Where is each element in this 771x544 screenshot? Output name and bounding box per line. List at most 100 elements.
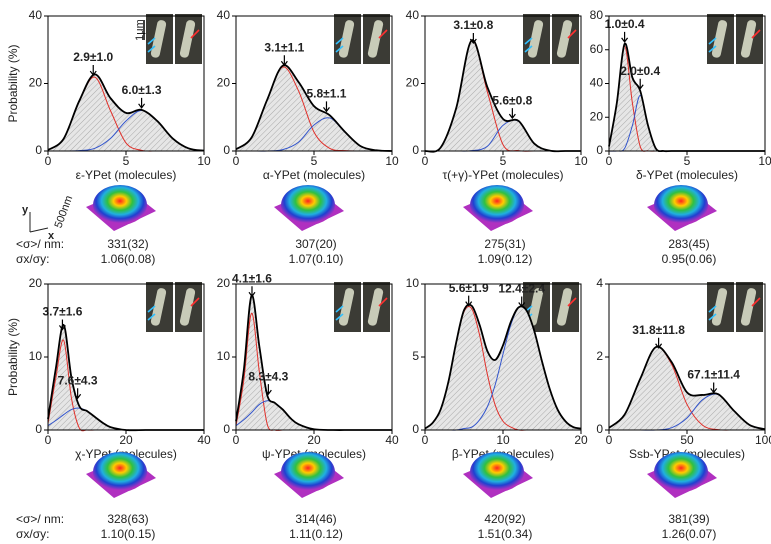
figure: 500nm y x 2.9±1.06.0±1.3020400510ε-YPet … (0, 0, 771, 544)
surface-axes (30, 212, 48, 232)
histogram-area (236, 65, 392, 151)
ratio-value: 1.51(0.34) (478, 527, 533, 541)
inset-image (334, 14, 390, 64)
peak-label: 2.0±0.4 (620, 64, 660, 78)
ratio-value: 1.10(0.15) (101, 527, 156, 541)
inset-image (146, 14, 202, 64)
surface-peak (281, 185, 335, 225)
x-tick-label: 20 (307, 433, 321, 447)
y-axis-label: Probability (%) (6, 44, 20, 122)
y-tick-label: 40 (217, 8, 231, 22)
peak-label: 8.3±4.3 (248, 369, 288, 383)
y-tick-label: 20 (29, 76, 43, 90)
x-axis-label: τ(+γ)-YPet (molecules) (442, 168, 563, 182)
y-tick-label: 60 (590, 42, 604, 56)
peak-arrow (622, 32, 628, 42)
ratio-label: σx/σy: (16, 252, 49, 266)
peak-arrow (139, 98, 145, 108)
surface-axis-y: y (22, 204, 29, 216)
peak-label: 67.1±11.4 (687, 368, 740, 382)
x-tick-label: 0 (45, 154, 52, 168)
peak-arrow (249, 286, 255, 296)
x-tick-label: 5 (311, 154, 318, 168)
x-tick-label: 10 (574, 154, 588, 168)
y-tick-label: 0 (223, 143, 230, 157)
peak-label: 6.0±1.3 (122, 83, 162, 97)
y-tick-label: 40 (590, 76, 604, 90)
x-tick-label: 10 (385, 154, 399, 168)
y-tick-label: 40 (406, 8, 420, 22)
psf-surface (647, 185, 717, 231)
y-tick-label: 0 (596, 422, 603, 436)
ratio-value: 1.26(0.07) (662, 527, 717, 541)
x-tick-label: 5 (684, 154, 691, 168)
x-tick-label: 40 (197, 433, 211, 447)
peak-label: 2.9±1.0 (73, 50, 113, 64)
sigma-label: <σ>/ nm: (16, 237, 64, 251)
ratio-value: 1.07(0.10) (289, 252, 344, 266)
x-tick-label: 0 (422, 154, 429, 168)
sigma-label: <σ>/ nm: (16, 512, 64, 526)
x-tick-label: 10 (197, 154, 211, 168)
peak-label: 4.1±1.6 (232, 271, 272, 285)
y-tick-label: 0 (223, 422, 230, 436)
sigma-value: 328(63) (107, 512, 148, 526)
psf-surface (86, 185, 156, 231)
x-tick-label: 0 (45, 433, 52, 447)
peak-label: 5.8±1.1 (307, 87, 347, 101)
sigma-value: 283(45) (668, 237, 709, 251)
surface-peak (93, 185, 147, 225)
surface-peak (470, 452, 524, 492)
y-tick-label: 40 (29, 8, 43, 22)
x-tick-label: 20 (574, 433, 588, 447)
x-tick-label: 100 (755, 433, 771, 447)
x-tick-label: 0 (606, 154, 613, 168)
sigma-value: 307(20) (295, 237, 336, 251)
ratio-value: 1.11(0.12) (289, 527, 343, 541)
x-tick-label: 5 (123, 154, 130, 168)
y-tick-label: 0 (35, 422, 42, 436)
y-tick-label: 0 (35, 143, 42, 157)
inset-image (707, 14, 763, 64)
y-tick-label: 0 (412, 422, 419, 436)
inset-image (707, 282, 763, 332)
x-tick-label: 10 (496, 433, 510, 447)
x-axis-label: α-YPet (molecules) (263, 168, 365, 182)
surface-peak (654, 185, 708, 225)
x-axis-label: ε-YPet (molecules) (76, 168, 177, 182)
peak-arrow (281, 55, 287, 65)
inset-image (523, 14, 579, 64)
sigma-value: 381(39) (668, 512, 709, 526)
x-tick-label: 0 (233, 433, 240, 447)
x-tick-label: 0 (606, 433, 613, 447)
x-axis-label: δ-YPet (molecules) (636, 168, 738, 182)
ratio-value: 1.09(0.12) (478, 252, 533, 266)
y-tick-label: 4 (596, 276, 603, 290)
y-tick-label: 80 (590, 8, 604, 22)
x-tick-label: 5 (500, 154, 507, 168)
peak-label: 1.0±0.4 (605, 17, 645, 31)
surface-peak (654, 452, 708, 492)
psf-surface (463, 185, 533, 231)
surface-scale-label: 500nm (53, 194, 76, 230)
peak-label: 3.1±1.1 (264, 40, 304, 54)
y-tick-label: 20 (29, 276, 43, 290)
surface-peak (281, 452, 335, 492)
y-tick-label: 0 (412, 143, 419, 157)
psf-surface (274, 185, 344, 231)
y-tick-label: 2 (596, 349, 603, 363)
sigma-value: 314(46) (295, 512, 336, 526)
x-tick-label: 40 (385, 433, 399, 447)
y-tick-label: 0 (596, 143, 603, 157)
y-tick-label: 10 (29, 349, 43, 363)
x-tick-label: 0 (233, 154, 240, 168)
ratio-label: σx/σy: (16, 527, 49, 541)
y-tick-label: 20 (217, 76, 231, 90)
y-tick-label: 20 (217, 276, 231, 290)
peak-label: 5.6±1.9 (449, 281, 489, 295)
peak-label: 7.6±4.3 (58, 373, 98, 387)
y-tick-label: 20 (590, 109, 604, 123)
y-axis-label: Probability (%) (6, 318, 20, 396)
ratio-value: 1.06(0.08) (101, 252, 156, 266)
peak-arrow (509, 108, 515, 118)
